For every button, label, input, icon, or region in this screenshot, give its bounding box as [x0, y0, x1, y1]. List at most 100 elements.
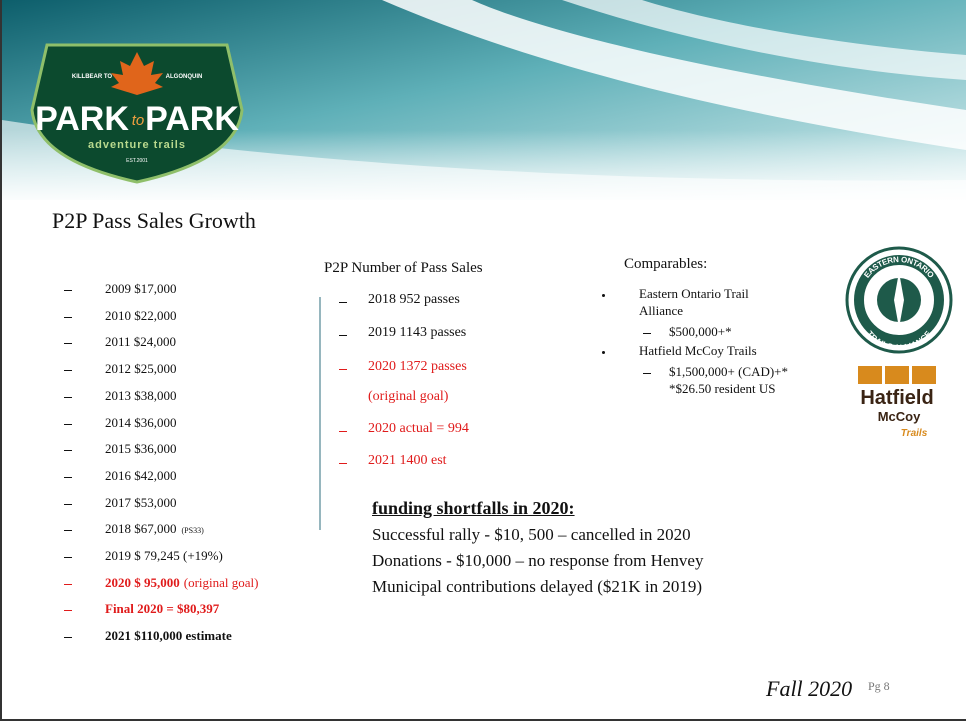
- pass-sales-text: (original goal): [368, 389, 449, 404]
- pass-sales-item: (original goal): [2, 389, 448, 409]
- pass-sales-item: 2020 actual = 994: [2, 421, 469, 441]
- dash: [339, 463, 347, 464]
- funding-line: Donations - $10,000 – no response from H…: [372, 551, 704, 570]
- revenue-value: 2013 $38,000: [105, 387, 177, 403]
- dash: [643, 333, 651, 334]
- dash: [339, 369, 347, 370]
- footer-season: Fall 2020: [766, 676, 853, 701]
- dash: [64, 637, 72, 639]
- dash: [64, 610, 72, 612]
- revenue-item: 2021 $110,000 estimate: [2, 628, 332, 648]
- revenue-item: Final 2020 = $80,397: [2, 601, 332, 621]
- dash: [339, 431, 347, 432]
- swoosh: [382, 0, 966, 150]
- revenue-value: Final 2020 = $80,397: [105, 601, 220, 617]
- comparables-heading: Comparables:: [624, 256, 708, 272]
- revenue-text: 2014 $36,000: [105, 415, 177, 431]
- revenue-item: 2019 $ 79,245 (+19%): [2, 548, 332, 568]
- revenue-text: 2011 $24,000: [105, 334, 176, 350]
- revenue-text: 2015 $36,000: [105, 441, 177, 457]
- revenue-item: 2013 $38,000: [2, 388, 332, 408]
- revenue-value: 2015 $36,000: [105, 441, 177, 457]
- revenue-value: 2018 $67,000: [105, 521, 177, 537]
- revenue-text: 2017 $53,000: [105, 495, 177, 511]
- pass-sales-text: 2019 1143 passes: [368, 325, 467, 340]
- comparable-detail: $500,000+*: [669, 324, 732, 339]
- dash: [339, 335, 347, 336]
- pass-sales-item: 2020 1372 passes: [2, 359, 467, 379]
- comparable-detail: $1,500,000+ (CAD)+*: [669, 364, 789, 379]
- revenue-value: 2010 $22,000: [105, 307, 177, 323]
- revenue-item: 2011 $24,000: [2, 334, 332, 354]
- logo-top-right: ALGONQUIN: [166, 74, 203, 80]
- revenue-value: 2016 $42,000: [105, 467, 177, 483]
- revenue-value: 2012 $25,000: [105, 361, 177, 377]
- pass-sales-item: 2019 1143 passes: [2, 325, 466, 345]
- pass-sales-item: 2021 1400 est: [2, 453, 447, 473]
- funding-line: Successful rally - $10, 500 – cancelled …: [372, 525, 691, 544]
- revenue-text: 2018 $67,000 (PS33): [105, 521, 204, 537]
- dash: [64, 476, 72, 478]
- revenue-text: 2013 $38,000: [105, 388, 177, 404]
- dash: [64, 396, 72, 398]
- logo-name: to: [132, 112, 145, 129]
- logo-name: PARK: [35, 100, 129, 138]
- hatfield-line2: McCoy: [878, 409, 921, 424]
- hatfield-icon: [885, 366, 909, 384]
- comparable-detail: *$26.50 resident US: [669, 381, 776, 396]
- revenue-item: 2020 $ 95,000 (original goal): [2, 575, 332, 595]
- revenue-text: 2020 $ 95,000 (original goal): [105, 575, 258, 591]
- logo-est: EST.2001: [126, 158, 148, 164]
- dash: [64, 316, 72, 318]
- dash: [64, 530, 72, 532]
- revenue-text: 2021 $110,000 estimate: [105, 628, 232, 644]
- logo-top-left: KILLBEAR TO: [72, 74, 113, 80]
- revenue-item: 2015 $36,000: [2, 441, 332, 461]
- revenue-value: 2014 $36,000: [105, 414, 177, 430]
- comparable-name: Hatfield McCoy Trails: [639, 343, 757, 358]
- revenue-item: 2012 $25,000: [2, 361, 332, 381]
- dash: [339, 302, 347, 303]
- revenue-note: (PS33): [181, 526, 204, 536]
- revenue-value: 2009 $17,000: [105, 281, 177, 296]
- slide-title: P2P Pass Sales Growth: [52, 208, 256, 233]
- hatfield-line3: Trails: [901, 428, 928, 439]
- revenue-item: 2018 $67,000 (PS33): [2, 521, 332, 541]
- hatfield-icon: [912, 366, 936, 384]
- dash: [64, 290, 72, 291]
- revenue-text: 2019 $ 79,245 (+19%): [105, 548, 223, 564]
- revenue-text: Final 2020 = $80,397: [105, 601, 219, 617]
- pass-sales-item: 2018 952 passes: [2, 292, 460, 312]
- logo-shield: [30, 43, 244, 184]
- revenue-value: 2017 $53,000: [105, 494, 177, 510]
- hatfield-icon: [858, 366, 882, 384]
- revenue-item: 2017 $53,000: [2, 495, 332, 515]
- revenue-value: 2020 $ 95,000: [105, 574, 180, 590]
- revenue-value: 2011 $24,000: [105, 334, 177, 350]
- dash: [64, 343, 72, 345]
- dash: [64, 423, 72, 425]
- maple-leaf: [111, 52, 163, 95]
- funding-line: Municipal contributions delayed ($21K in…: [372, 577, 703, 596]
- dash: [643, 373, 651, 374]
- revenue-item: 2009 $17,000: [2, 281, 332, 301]
- dash: [64, 503, 72, 505]
- hatfield-line1: Hatfield: [860, 387, 933, 409]
- dash: [64, 370, 72, 372]
- swoosh: [562, 0, 966, 80]
- revenue-item: 2014 $36,000: [2, 415, 332, 435]
- eota-needle: [894, 272, 904, 328]
- bullet: [602, 294, 605, 297]
- revenue-item: 2010 $22,000: [2, 308, 332, 328]
- dash: [64, 557, 72, 558]
- revenue-value: 2021 $110,000 estimate: [105, 628, 232, 644]
- logo-name: PARK: [145, 100, 239, 138]
- pass-sales-text: 2020 actual = 994: [368, 421, 469, 436]
- dash: [64, 450, 72, 452]
- revenue-item: 2016 $42,000: [2, 468, 332, 488]
- comparable-name: Eastern Ontario Trail: [639, 286, 749, 301]
- revenue-text: 2009 $17,000: [105, 281, 177, 297]
- pass-sales-text: 2021 1400 est: [368, 453, 447, 468]
